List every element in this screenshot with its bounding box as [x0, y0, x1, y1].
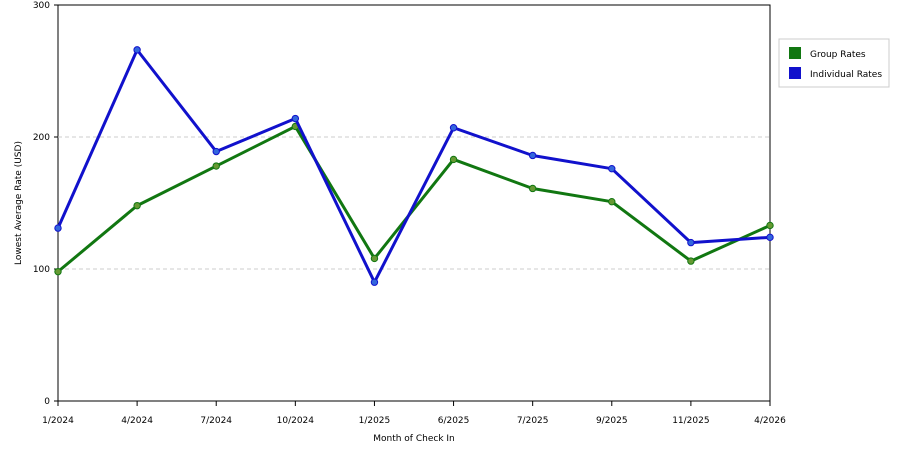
data-point [687, 238, 695, 247]
x-tick-label: 11/2025 [672, 416, 709, 426]
data-point [133, 46, 141, 54]
series-layer [54, 46, 774, 286]
x-axis-title: Month of Check In [373, 434, 455, 444]
data-point [54, 267, 62, 276]
data-point [766, 221, 774, 230]
series-line-2 [56, 48, 771, 284]
x-tick-label: 4/2026 [754, 416, 786, 426]
data-point [370, 278, 379, 286]
x-tick-label: 9/2025 [596, 416, 628, 426]
data-point [370, 254, 379, 263]
data-point [608, 164, 616, 173]
data-point [54, 224, 62, 232]
x-tick-label: 10/2024 [277, 416, 315, 426]
x-axis-ticks: 1/2024 4/2024 7/2024 10/2024 1/2025 6/2025 7/2… [42, 401, 786, 426]
data-point [766, 233, 774, 242]
legend-swatch [789, 67, 801, 79]
x-tick-label: 6/2025 [438, 416, 470, 426]
x-tick-label: 4/2024 [121, 416, 153, 426]
data-point [133, 201, 141, 210]
legend-label: Group Rates [810, 50, 866, 60]
legend-label: Individual Rates [810, 70, 882, 80]
y-tick-label: 300 [33, 1, 50, 11]
y-axis-ticks: 0 100 200 300 [33, 1, 58, 407]
x-tick-label: 7/2024 [200, 416, 232, 426]
y-tick-label: 200 [33, 133, 50, 143]
x-tick-label: 7/2025 [517, 416, 549, 426]
legend-swatch [789, 47, 801, 59]
data-point [528, 151, 537, 160]
data-point [212, 162, 220, 170]
data-point [212, 147, 220, 156]
y-tick-label: 0 [44, 397, 50, 407]
legend: Group Rates Individual Rates [778, 38, 890, 88]
data-point [687, 257, 695, 265]
y-axis-title: Lowest Average Rate (USD) [14, 141, 24, 265]
y-tick-label: 100 [33, 265, 50, 275]
data-point [291, 114, 300, 123]
series-line-1 [57, 124, 771, 273]
x-tick-label: 1/2024 [42, 416, 74, 426]
data-point [608, 197, 616, 206]
data-point [528, 184, 537, 193]
x-tick-label: 1/2025 [359, 416, 391, 426]
data-point [449, 155, 458, 164]
data-point [449, 124, 458, 132]
